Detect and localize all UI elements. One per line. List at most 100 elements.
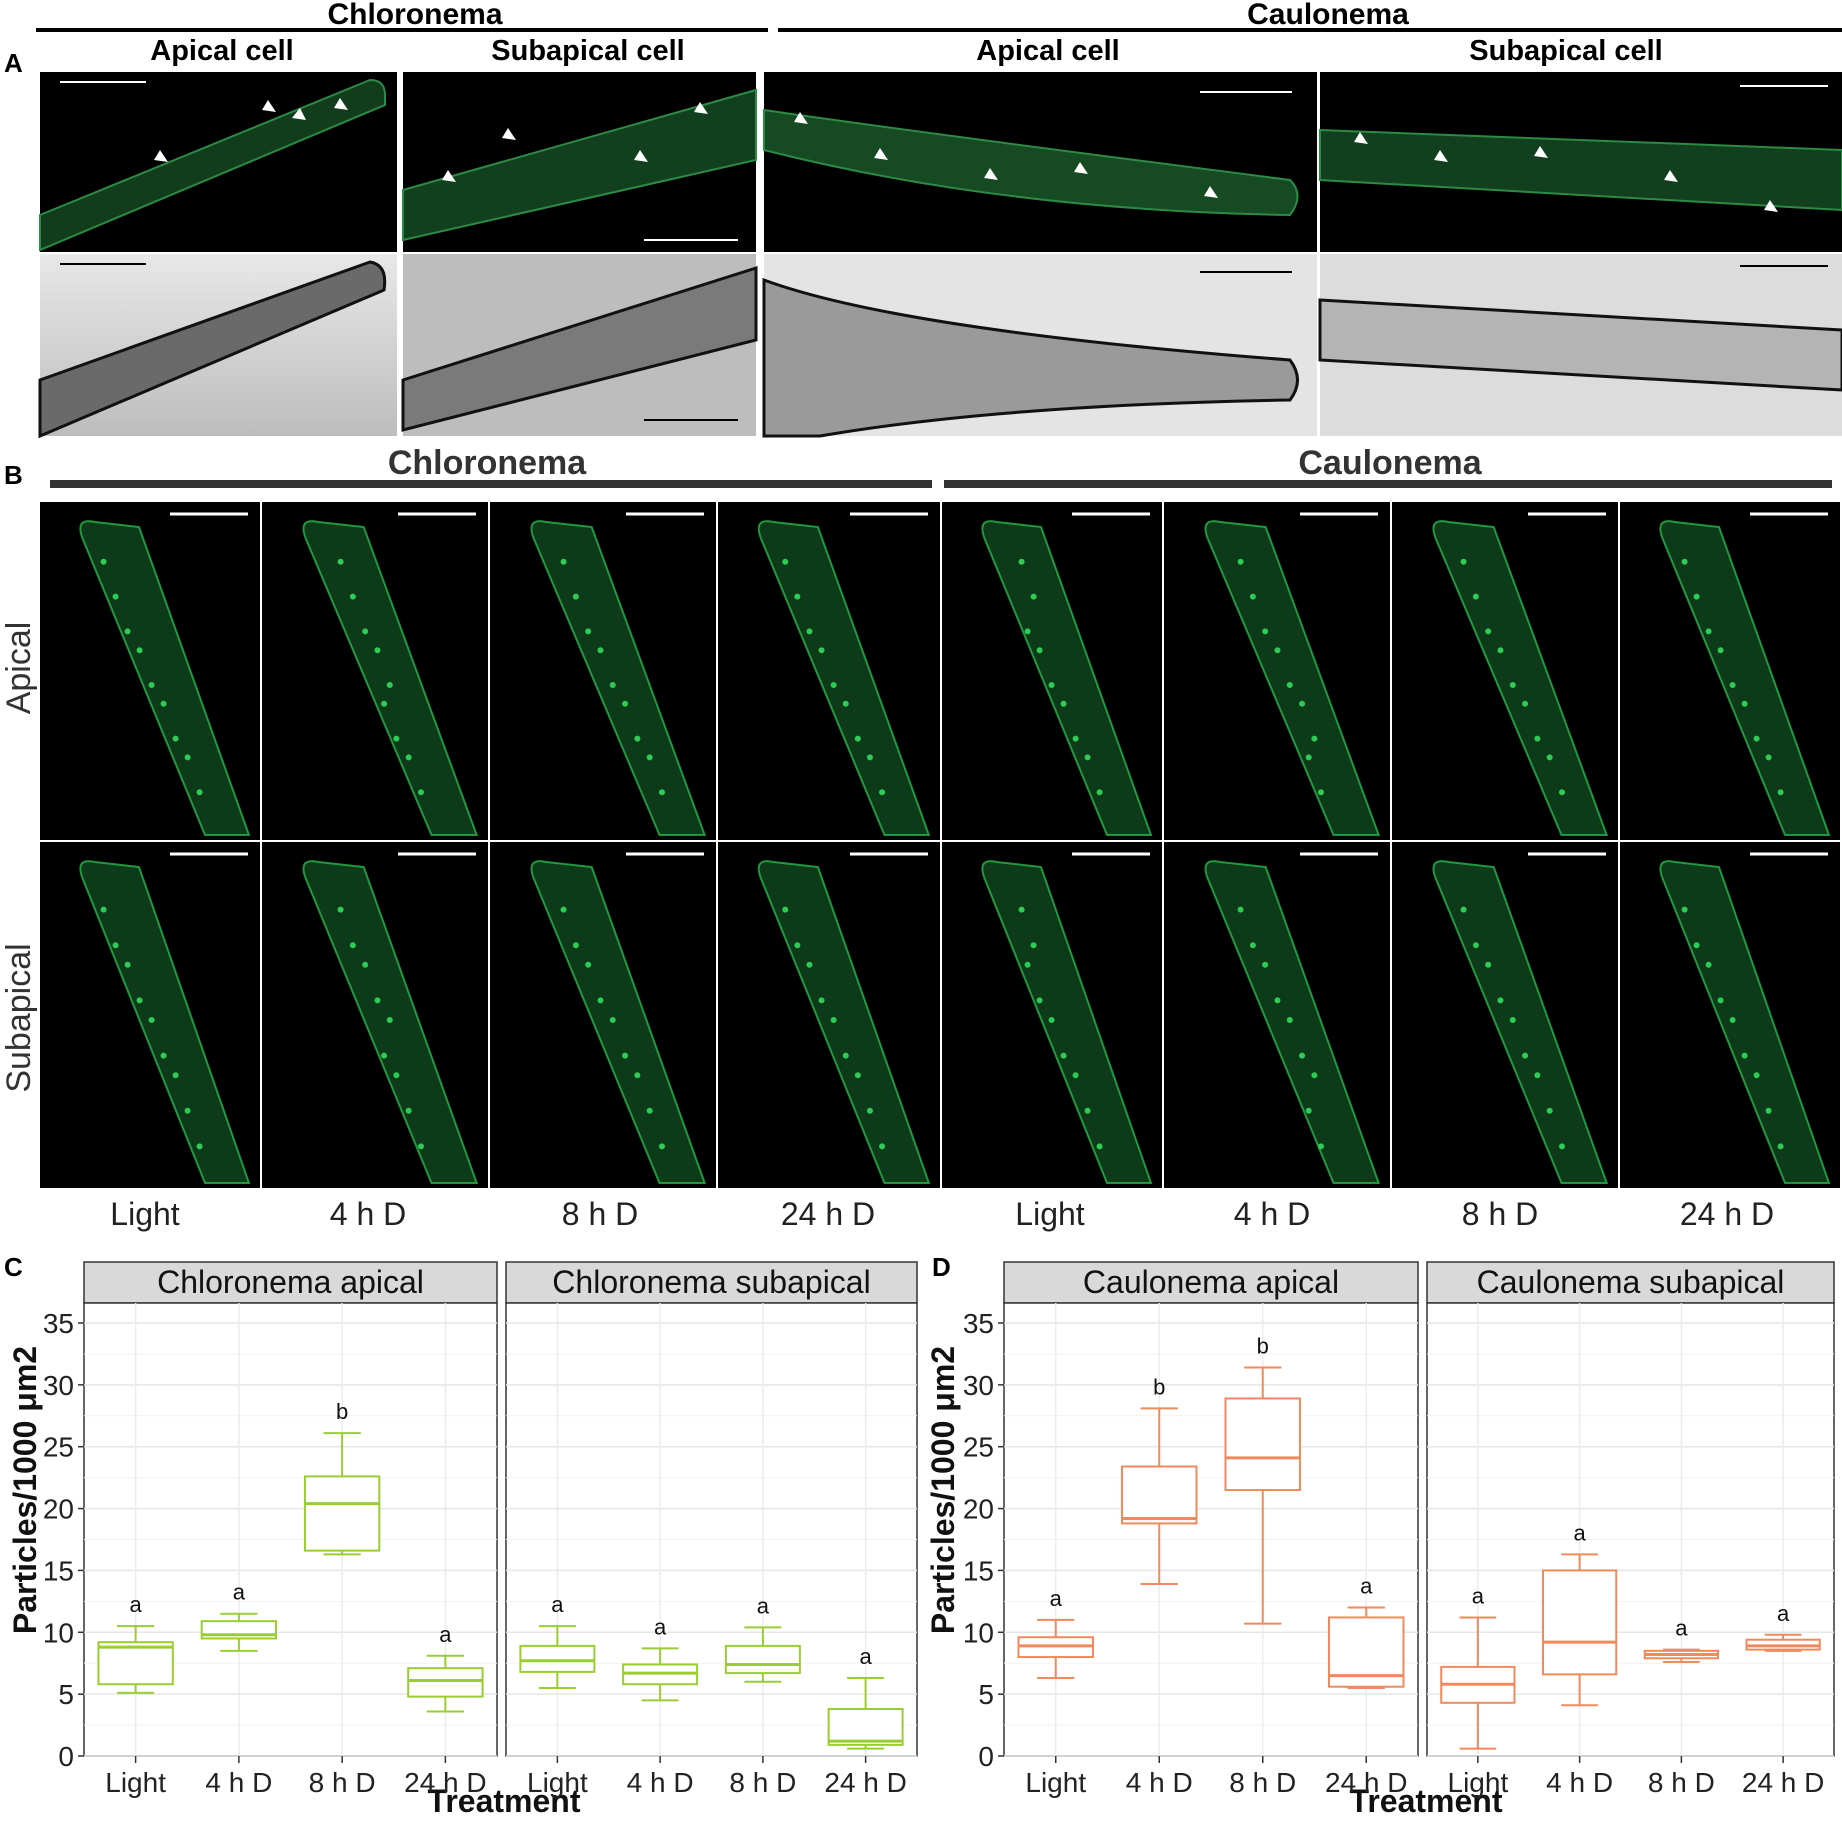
panel-b-group-title: Chloronema [388,444,587,482]
significance-label: a [551,1592,564,1617]
particle [136,647,143,654]
box: a [97,1592,174,1694]
cell-outline [1318,298,1842,392]
x-tick-label: 4 h D [1126,1767,1193,1798]
panel-b-image-grid [40,502,1840,1188]
iqr-box [1120,1465,1198,1525]
particle [1249,593,1256,600]
particle [196,1143,203,1150]
particle [1753,735,1760,742]
box: a [622,1614,699,1702]
particle [1024,628,1031,635]
x-tick-label: Light [105,1767,166,1798]
iqr-box [97,1641,174,1686]
particle [1558,1143,1565,1150]
facet-title: Caulonema apical [1083,1264,1339,1300]
box: a [519,1592,596,1689]
particle [405,754,412,761]
significance-label: a [1472,1583,1485,1608]
panel-a-group-title: Chloronema [327,0,502,31]
particle [160,1052,167,1059]
particle [794,593,801,600]
particle [866,754,873,761]
particle [1729,682,1736,688]
particle [806,628,813,635]
particle [1018,906,1025,913]
box: a [1541,1520,1618,1707]
y-tick-label: 5 [978,1679,994,1710]
cell-outline [981,860,1153,1184]
cell-outline [757,860,931,1184]
cell-outline [401,265,758,432]
cell-outline [1204,860,1381,1184]
facet-title: Chloronema apical [157,1264,424,1300]
particle [1084,754,1091,761]
particle [842,700,849,707]
particle [1030,942,1037,949]
particle [830,1017,837,1023]
facet-panel: Chloronema subapical Light 4 h D 8 h D 24 h … [505,1261,918,1798]
panel-b-letter: B [4,460,23,490]
particle [1522,700,1529,707]
particle [1741,1052,1748,1059]
panel-b-row-label: Apical [0,622,38,715]
particle [184,1107,191,1114]
iqr-box [407,1667,484,1698]
x-tick-label: 4 h D [627,1767,694,1798]
particle [1522,1052,1529,1059]
particle [818,647,825,654]
cell-outline [79,520,251,836]
particle [879,1143,886,1150]
x-tick-label: 8 h D [729,1767,796,1798]
panel-c-letter: C [4,1252,23,1282]
significance-label: a [130,1592,143,1617]
scale-bars [60,81,1828,241]
particle [1299,1052,1306,1059]
particle [417,1143,424,1150]
particle [842,1052,849,1059]
particle [634,1072,641,1079]
particle [572,942,579,949]
particle [879,789,886,796]
particle [393,1072,400,1079]
cell-outline [38,260,387,439]
particle [417,789,424,796]
y-tick-label: 15 [43,1555,74,1586]
particle [1497,647,1504,654]
facet-panel: Caulonema subapical Light 4 h D 8 h D 24 h D… [1426,1261,1835,1798]
particle [1765,1107,1772,1114]
arrowheads [154,98,1778,212]
particle [1096,1143,1103,1150]
particle [1497,997,1504,1004]
facet-panel: Chloronema apical 0 5 10 15 20 25 30 35 Light 4 h … [43,1261,498,1798]
x-tick-label: Light [1025,1767,1086,1798]
cell-outline [1432,520,1609,836]
particle [1030,593,1037,600]
particle [658,789,665,796]
particle [1299,700,1306,707]
particle [362,961,369,968]
particle [1048,682,1055,688]
box: b [1120,1374,1198,1586]
particle [794,942,801,949]
particle [1534,1072,1541,1079]
particle [1262,961,1269,968]
particle [1765,754,1772,761]
cell-outline [1319,128,1842,212]
particle [1036,647,1043,654]
particle [393,735,400,742]
particle [1460,558,1467,565]
particle [1509,1017,1516,1023]
significance-label: a [233,1580,246,1605]
box: a [1643,1616,1720,1663]
particle [572,593,579,600]
particle [172,735,179,742]
cell-outline [757,520,931,836]
condition-label: 24 h D [1680,1196,1774,1232]
significance-label: b [1257,1334,1269,1359]
particle [1741,700,1748,707]
panel-b-row-label: Subapical [0,943,38,1092]
particle [1317,1143,1324,1150]
x-tick-label: 24 h D [1742,1767,1825,1798]
panel-b-header: Chloronema Caulonema [50,444,1832,488]
